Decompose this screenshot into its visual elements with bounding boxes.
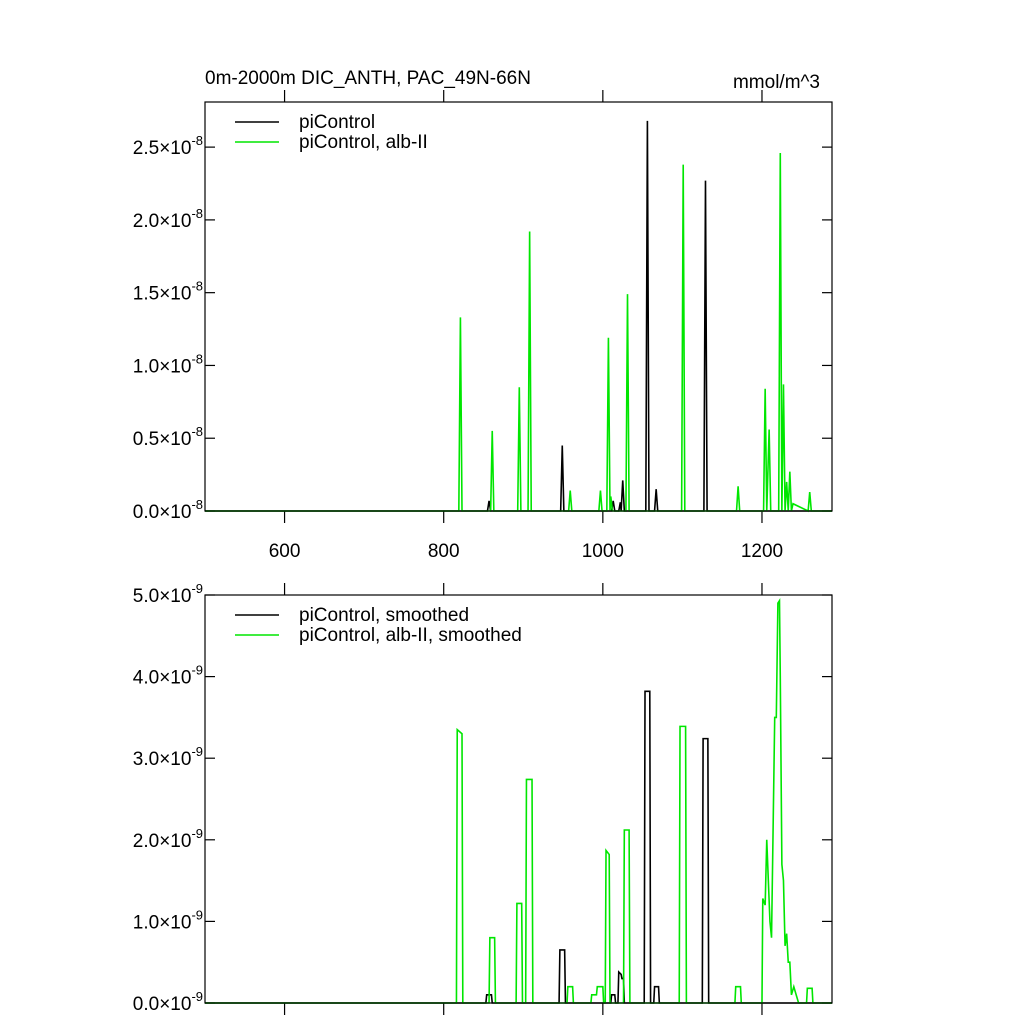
x-tick-label: 1000 (582, 541, 624, 562)
y-tick-label: 0.0×10-8 (133, 497, 203, 523)
y-tick-mantissa: 5.0×10 (133, 586, 192, 607)
y-tick-exponent: -9 (191, 581, 203, 596)
y-tick-exponent: -9 (191, 744, 203, 759)
y-tick-label: 0.0×10-9 (133, 989, 203, 1015)
y-tick-mantissa: 0.0×10 (133, 502, 192, 523)
x-tick-label: 800 (428, 541, 460, 562)
y-tick-exponent: -9 (191, 663, 203, 678)
data-line (205, 598, 832, 1004)
y-tick-exponent: -8 (191, 279, 203, 294)
y-tick-label: 2.5×10-8 (133, 133, 203, 159)
y-tick-label: 1.0×10-9 (133, 907, 203, 933)
y-tick-exponent: -8 (191, 497, 203, 512)
y-tick-mantissa: 4.0×10 (133, 668, 192, 689)
legend-label: piControl, alb-II (299, 132, 428, 153)
y-tick-label: 5.0×10-9 (133, 581, 203, 607)
y-tick-exponent: -9 (191, 907, 203, 922)
y-tick-exponent: -8 (191, 351, 203, 366)
legend-label: piControl, smoothed (299, 605, 469, 626)
y-tick-mantissa: 2.5×10 (133, 138, 192, 159)
units-label: mmol/m^3 (733, 72, 820, 93)
y-tick-mantissa: 2.0×10 (133, 211, 192, 232)
y-tick-exponent: -8 (191, 424, 203, 439)
plot-frame (204, 101, 833, 512)
y-tick-mantissa: 1.5×10 (133, 284, 192, 305)
chart-title: 0m-2000m DIC_ANTH, PAC_49N-66N (205, 68, 531, 89)
y-tick-label: 3.0×10-9 (133, 744, 203, 770)
y-tick-label: 4.0×10-9 (133, 663, 203, 689)
y-tick-mantissa: 3.0×10 (133, 749, 192, 770)
y-tick-mantissa: 0.5×10 (133, 429, 192, 450)
y-tick-label: 1.5×10-8 (133, 279, 203, 305)
plot-frame (204, 594, 833, 1004)
y-tick-exponent: -9 (191, 989, 203, 1004)
data-line (205, 690, 832, 1004)
y-tick-label: 2.0×10-9 (133, 826, 203, 852)
y-tick-mantissa: 1.0×10 (133, 356, 192, 377)
y-tick-mantissa: 1.0×10 (133, 912, 192, 933)
y-tick-mantissa: 0.0×10 (133, 994, 192, 1015)
x-tick-label: 600 (269, 541, 301, 562)
y-tick-label: 1.0×10-8 (133, 351, 203, 377)
x-tick-label: 1200 (741, 541, 783, 562)
y-tick-label: 2.0×10-8 (133, 206, 203, 232)
legend-label: piControl, alb-II, smoothed (299, 625, 522, 646)
y-tick-exponent: -8 (191, 133, 203, 148)
y-tick-exponent: -8 (191, 206, 203, 221)
y-tick-mantissa: 2.0×10 (133, 831, 192, 852)
data-line (205, 152, 832, 513)
legend-label: piControl (299, 112, 375, 133)
y-tick-exponent: -9 (191, 826, 203, 841)
y-tick-label: 0.5×10-8 (133, 424, 203, 450)
